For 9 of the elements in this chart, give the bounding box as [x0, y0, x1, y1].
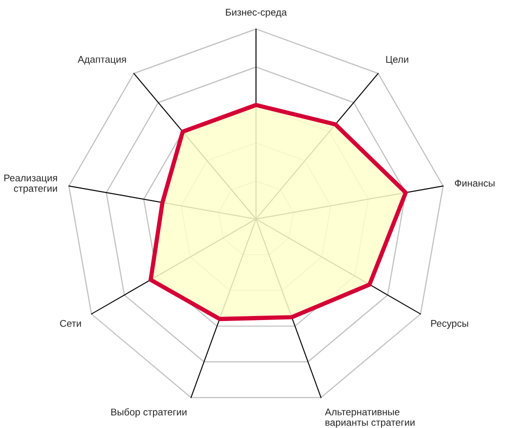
spoke-label: Адаптация [78, 56, 126, 65]
spoke-label: Цели [386, 56, 408, 65]
spoke-label: Реализация стратегии [4, 174, 57, 194]
spoke-label: Выбор стратегии [111, 408, 186, 418]
spoke-label: Бизнес-среда [226, 8, 287, 18]
spoke-label: Сети [60, 320, 81, 327]
spoke-label: Ресурсы [431, 320, 468, 329]
spoke-label: Финансы [454, 180, 494, 187]
spoke-label: Альтернативные варианты стратегии [324, 408, 414, 428]
